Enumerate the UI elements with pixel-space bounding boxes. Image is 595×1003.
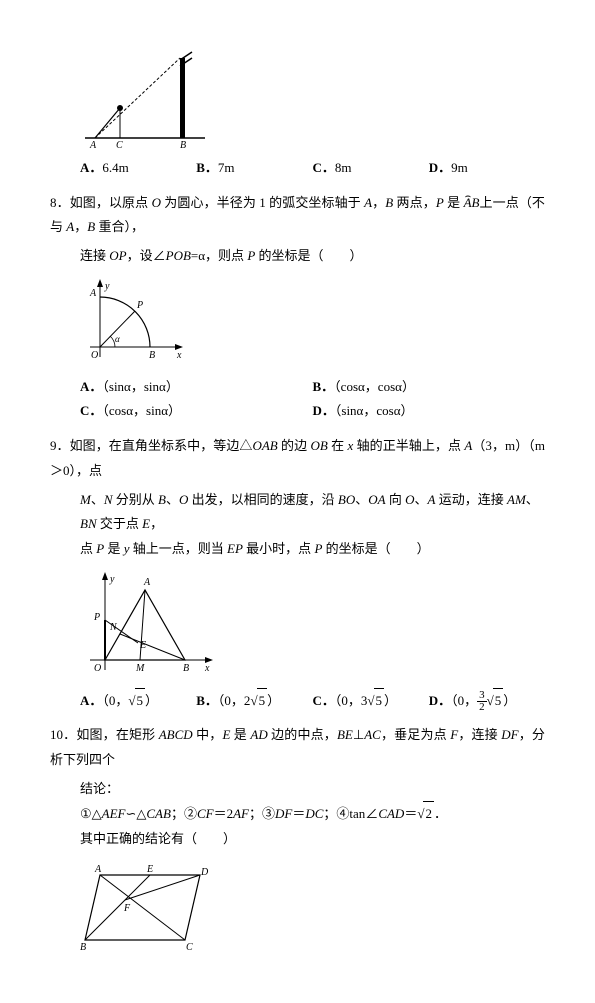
svg-text:B: B bbox=[180, 140, 186, 148]
svg-text:A: A bbox=[143, 577, 151, 588]
q7-options: A．6.4m B．7m C．8m D．9m bbox=[80, 156, 545, 181]
svg-text:x: x bbox=[176, 350, 182, 361]
q10-statements: ①△AEF∽△CAB；②CF＝2AF；③DF＝DC；④tan∠CAD＝√2． bbox=[80, 801, 545, 827]
svg-text:y: y bbox=[109, 574, 115, 585]
svg-text:B: B bbox=[80, 942, 86, 953]
q10-line2: 结论： bbox=[80, 777, 545, 802]
svg-text:P: P bbox=[93, 612, 100, 623]
q9-line3: 点 P 是 y 轴上一点，则当 EP 最小时，点 P 的坐标是（ ） bbox=[80, 537, 545, 562]
q7-opt-a: A．6.4m bbox=[80, 156, 196, 181]
svg-text:C: C bbox=[186, 942, 193, 953]
q10-text: 10．如图，在矩形 ABCD 中，E 是 AD 边的中点，BE⊥AC，垂足为点 … bbox=[50, 723, 545, 772]
svg-text:A: A bbox=[89, 140, 97, 148]
q8-figure: A P B O α y x bbox=[80, 277, 545, 367]
svg-text:N: N bbox=[109, 622, 118, 633]
q8-opt-b: B．（cosα，cosα） bbox=[313, 375, 546, 400]
q7-opt-b: B．7m bbox=[196, 156, 312, 181]
svg-text:B: B bbox=[149, 350, 155, 361]
q7-opt-d: D．9m bbox=[429, 156, 545, 181]
q9-opt-a: A．（0，√5） bbox=[80, 688, 196, 714]
svg-text:P: P bbox=[136, 300, 143, 311]
q10-figure: A E D B C F bbox=[80, 860, 545, 955]
svg-text:A: A bbox=[89, 288, 97, 299]
svg-text:O: O bbox=[94, 663, 101, 674]
q9-opt-c: C．（0，3√5） bbox=[313, 688, 429, 714]
svg-text:D: D bbox=[200, 867, 209, 878]
q9-text: 9．如图，在直角坐标系中，等边△OAB 的边 OB 在 x 轴的正半轴上，点 A… bbox=[50, 434, 545, 483]
svg-text:C: C bbox=[116, 140, 123, 148]
q7-opt-c: C．8m bbox=[313, 156, 429, 181]
svg-text:α: α bbox=[115, 334, 120, 344]
svg-text:y: y bbox=[104, 281, 110, 292]
q9-line2: M、N 分别从 B、O 出发，以相同的速度，沿 BO、OA 向 O、A 运动，连… bbox=[80, 488, 545, 537]
q8-options: A．（sinα，sinα） B．（cosα，cosα） C．（cosα，sinα… bbox=[80, 375, 545, 424]
svg-text:M: M bbox=[135, 663, 145, 674]
q8-text-line2: 连接 OP，设∠POB=α，则点 P 的坐标是（ ） bbox=[80, 244, 545, 269]
svg-text:E: E bbox=[139, 640, 146, 651]
q9-figure: A O B M N E P y x bbox=[80, 570, 545, 680]
svg-text:E: E bbox=[146, 864, 153, 875]
q8-opt-c: C．（cosα，sinα） bbox=[80, 399, 313, 424]
svg-text:A: A bbox=[94, 864, 102, 875]
q7-figure: A C B bbox=[80, 48, 545, 148]
q8-opt-a: A．（sinα，sinα） bbox=[80, 375, 313, 400]
svg-text:F: F bbox=[123, 903, 131, 914]
q9-opt-b: B．（0，2√5） bbox=[196, 688, 312, 714]
q9-options: A．（0，√5） B．（0，2√5） C．（0，3√5） D．（0，32√5） bbox=[80, 688, 545, 714]
q9-opt-d: D．（0，32√5） bbox=[429, 688, 545, 714]
q10-line3: 其中正确的结论有（ ） bbox=[80, 827, 545, 852]
q8-opt-d: D．（sinα，cosα） bbox=[313, 399, 546, 424]
svg-text:O: O bbox=[91, 350, 98, 361]
q8-text: 8．如图，以原点 O 为圆心，半径为 1 的弧交坐标轴于 A，B 两点，P 是 … bbox=[50, 191, 545, 240]
svg-text:B: B bbox=[183, 663, 189, 674]
svg-text:x: x bbox=[204, 663, 210, 674]
